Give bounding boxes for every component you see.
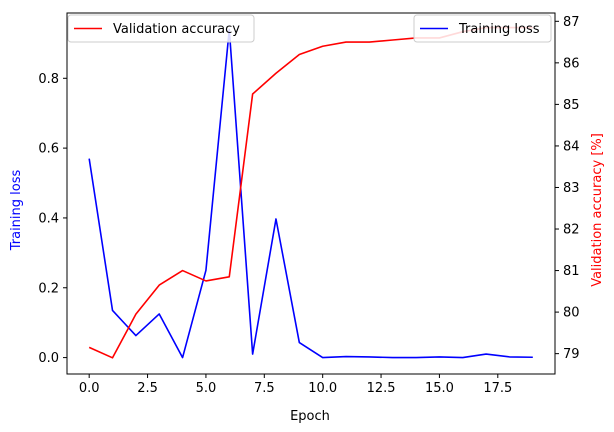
x-tick-label: 12.5 xyxy=(367,381,396,396)
x-tick-label: 0.0 xyxy=(79,381,100,396)
right-tick-label: 85 xyxy=(563,98,580,113)
plot-frame xyxy=(66,12,556,375)
series-line-training-loss xyxy=(88,28,533,359)
left-tick-label: 0.8 xyxy=(38,72,59,87)
right-tick-label: 84 xyxy=(563,139,580,154)
right-tick-label: 86 xyxy=(563,56,580,71)
right-y-axis-title: Validation accuracy [%] xyxy=(590,133,605,287)
x-axis: 0.0 2.5 5.0 7.5 10.0 12.5 15.0 17.5 xyxy=(79,374,512,396)
x-tick-label: 17.5 xyxy=(483,381,512,396)
left-tick-label: 0.2 xyxy=(38,281,59,296)
x-tick-label: 10.0 xyxy=(308,381,337,396)
x-tick-label: 2.5 xyxy=(137,381,158,396)
series-line-validation-accuracy xyxy=(88,26,533,359)
legend-box xyxy=(67,14,255,43)
x-tick-label: 15.0 xyxy=(425,381,454,396)
left-y-axis: 0.0 0.2 0.4 0.6 0.8 xyxy=(38,72,67,366)
legend-label-validation-accuracy: Validation accuracy xyxy=(113,22,240,37)
plot-spines xyxy=(66,12,556,375)
right-tick-label: 83 xyxy=(563,181,580,196)
legend-box xyxy=(413,14,552,43)
left-tick-label: 0.6 xyxy=(38,142,59,157)
right-tick-label: 81 xyxy=(563,264,580,279)
right-tick-label: 82 xyxy=(563,223,580,238)
legend-training-loss: Training loss xyxy=(413,14,552,43)
right-y-axis: 79 80 81 82 83 84 85 86 87 xyxy=(555,15,580,362)
right-tick-label: 87 xyxy=(563,15,580,30)
x-tick-label: 5.0 xyxy=(196,381,217,396)
left-tick-label: 0.4 xyxy=(38,211,59,226)
legend-validation-accuracy: Validation accuracy xyxy=(67,14,255,43)
right-tick-label: 80 xyxy=(563,306,580,321)
legend-label-training-loss: Training loss xyxy=(458,22,540,37)
left-tick-label: 0.0 xyxy=(38,351,59,366)
series-layer xyxy=(88,26,533,359)
x-tick-label: 7.5 xyxy=(254,381,275,396)
left-y-axis-title: Training loss xyxy=(9,170,24,252)
x-axis-title: Epoch xyxy=(290,409,330,424)
right-tick-label: 79 xyxy=(563,347,580,362)
